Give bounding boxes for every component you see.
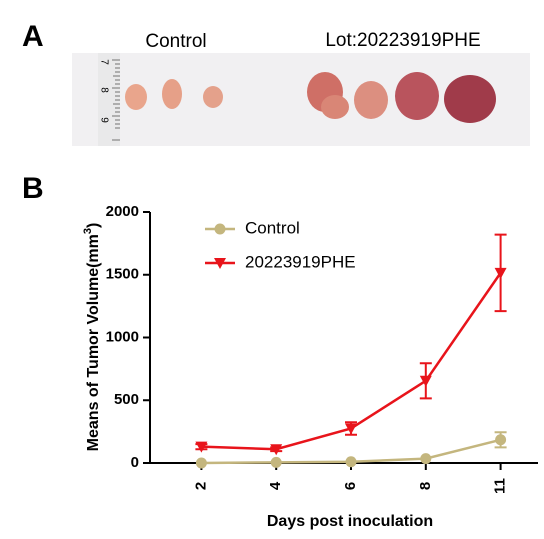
ruler-label: 8: [98, 87, 109, 93]
legend-marker: [214, 223, 226, 235]
data-point: [494, 267, 507, 279]
legend-marker: [214, 258, 226, 269]
data-point: [195, 457, 207, 469]
panel-letter: A: [22, 20, 44, 53]
photo: 7 8 9: [72, 53, 530, 146]
data-point: [345, 423, 357, 435]
x-tick-label: 8: [417, 482, 434, 490]
y-tick-label: 1500: [106, 266, 139, 283]
y-tick-label: 500: [114, 391, 139, 408]
y-title-superscript: 3: [82, 228, 94, 234]
y-tick-label: 0: [131, 454, 139, 471]
data-point: [419, 375, 432, 387]
ruler-label: 7: [98, 59, 109, 65]
data-point: [420, 453, 432, 465]
group-label: Lot:20223919PHE: [325, 30, 480, 51]
legend-label: Control: [245, 218, 300, 237]
y-title-suffix: ): [85, 223, 102, 228]
y-title-text: Means of Tumor Volume(mm: [85, 234, 102, 451]
ruler-label: 9: [98, 117, 109, 123]
x-tick-label: 2: [192, 482, 209, 490]
data-point: [270, 444, 283, 456]
y-tick-label: 1000: [106, 328, 139, 345]
legend-label: 20223919PHE: [245, 252, 356, 271]
y-axis-title: Means of Tumor Volume(mm3): [82, 223, 102, 452]
y-tick-label: 2000: [106, 203, 139, 220]
data-point: [195, 441, 208, 453]
x-tick-label: 11: [492, 478, 509, 494]
panel-letter: B: [22, 172, 44, 205]
data-point: [345, 456, 357, 468]
x-axis-title: Days post inoculation: [267, 513, 433, 530]
group-label: Control: [145, 31, 206, 52]
data-point: [270, 456, 282, 468]
x-tick-label: 4: [267, 481, 284, 490]
data-point: [495, 434, 507, 446]
x-tick-label: 6: [342, 482, 359, 490]
